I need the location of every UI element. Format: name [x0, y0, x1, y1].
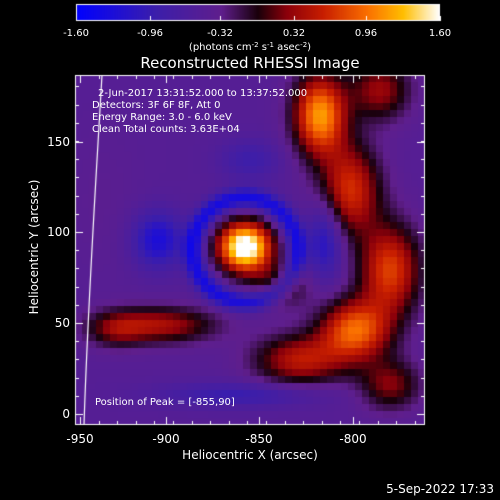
x-tick-label: -800	[339, 432, 367, 446]
info-energy-range: Energy Range: 3.0 - 6.0 keV	[92, 112, 232, 123]
y-tick-label: 0	[62, 407, 70, 421]
y-tick-label: 150	[47, 135, 70, 149]
info-detectors: Detectors: 3F 6F 8F, Att 0	[92, 100, 221, 111]
y-tick-label: 100	[47, 225, 70, 239]
info-clean-counts: Clean Total counts: 3.63E+04	[92, 124, 240, 135]
x-tick-label: -850	[245, 432, 273, 446]
colorbar-tick-label: 1.60	[428, 28, 452, 39]
colorbar-tick-label: 0.96	[354, 28, 378, 39]
y-axis-label: Heliocentric Y (arcsec)	[27, 179, 41, 315]
plot-title: Reconstructed RHESSI Image	[140, 54, 360, 72]
colorbar-tick-label: 0.32	[282, 28, 306, 39]
colorbar-tick-label: -0.96	[137, 28, 163, 39]
colorbar-tick-label: -0.32	[207, 28, 233, 39]
timestamp: 5-Sep-2022 17:33	[386, 482, 494, 496]
x-tick-label: -950	[66, 432, 94, 446]
info-time-range: 2-Jun-2017 13:31:52.000 to 13:37:52.000	[98, 88, 308, 99]
colorbar-tick-label: -1.60	[63, 28, 89, 39]
x-axis-label: Heliocentric X (arcsec)	[182, 448, 318, 462]
x-tick-label: -900	[152, 432, 180, 446]
colorbar-units-label: (photons cm-2 s-1 asec-2)	[188, 41, 312, 53]
y-tick-label: 50	[54, 316, 70, 330]
peak-position-annotation: Position of Peak = [-855,90]	[95, 397, 235, 408]
